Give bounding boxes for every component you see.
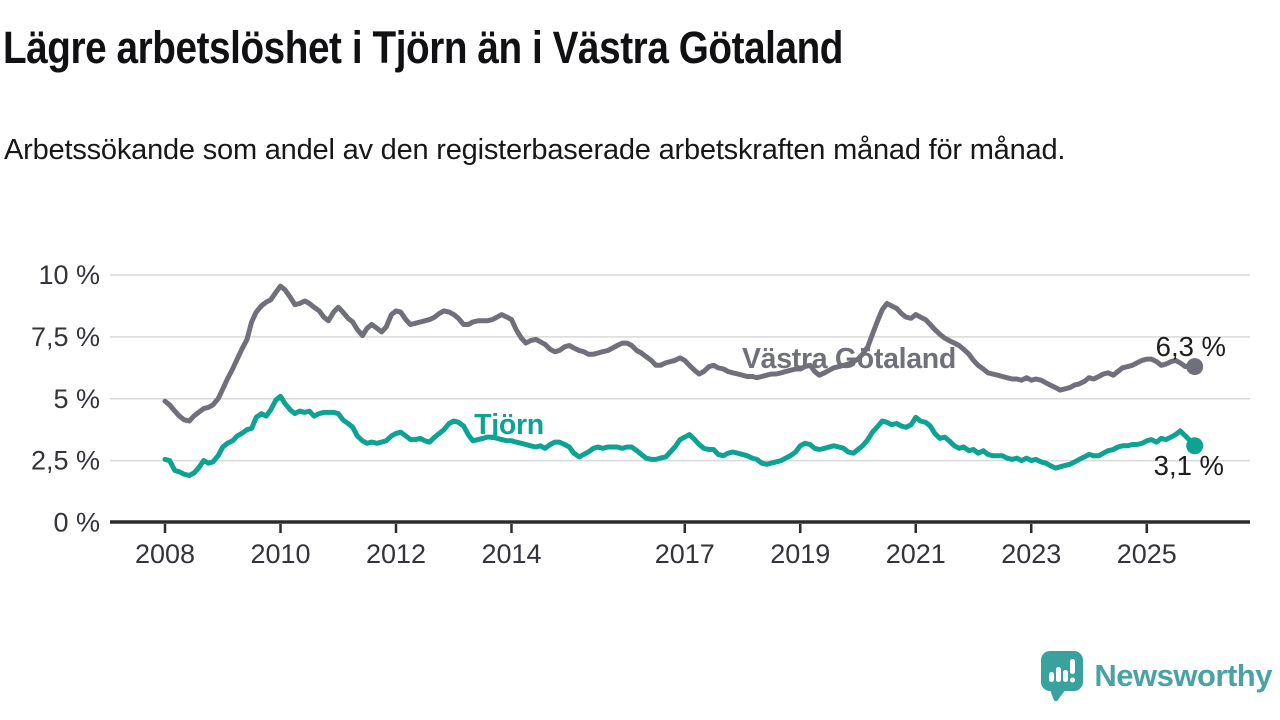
end-dot-tjorn: [1186, 437, 1204, 455]
y-axis-label: 0 %: [53, 508, 100, 538]
page-title: Lägre arbetslöshet i Tjörn än i Västra G…: [3, 22, 844, 73]
newsworthy-logo-text: Newsworthy: [1094, 658, 1272, 693]
series-label-tjorn: Tjörn: [474, 409, 544, 441]
y-axis-label: 7,5 %: [31, 322, 100, 352]
x-axis-label: 2008: [135, 539, 195, 569]
end-value-label-tjorn: 3,1 %: [1154, 450, 1224, 481]
y-axis-label: 10 %: [38, 260, 100, 290]
x-axis-label: 2014: [481, 539, 541, 569]
x-axis-label: 2019: [770, 539, 830, 569]
y-axis-label: 5 %: [53, 384, 100, 414]
x-axis-label: 2025: [1117, 539, 1177, 569]
x-axis-label: 2010: [250, 539, 310, 569]
x-axis-label: 2021: [886, 539, 946, 569]
end-dot-vastra-gotaland: [1186, 358, 1204, 376]
x-axis-label: 2012: [366, 539, 426, 569]
x-axis-label: 2023: [1001, 539, 1061, 569]
newsworthy-bubble-bars-icon: [1041, 651, 1084, 702]
series-line-tjorn: [162, 393, 1198, 478]
y-axis-label: 2,5 %: [31, 446, 100, 476]
x-axis-label: 2017: [655, 539, 715, 569]
series-label-vastra-gotaland: Västra Götaland: [742, 343, 956, 375]
series-line-vastra-gotaland: [162, 283, 1198, 424]
end-value-label-vastra-gotaland: 6,3 %: [1156, 331, 1226, 362]
chart-subtitle: Arbetssökande som andel av den registerb…: [4, 134, 1066, 166]
newsworthy-logo: Newsworthy: [1040, 648, 1272, 704]
